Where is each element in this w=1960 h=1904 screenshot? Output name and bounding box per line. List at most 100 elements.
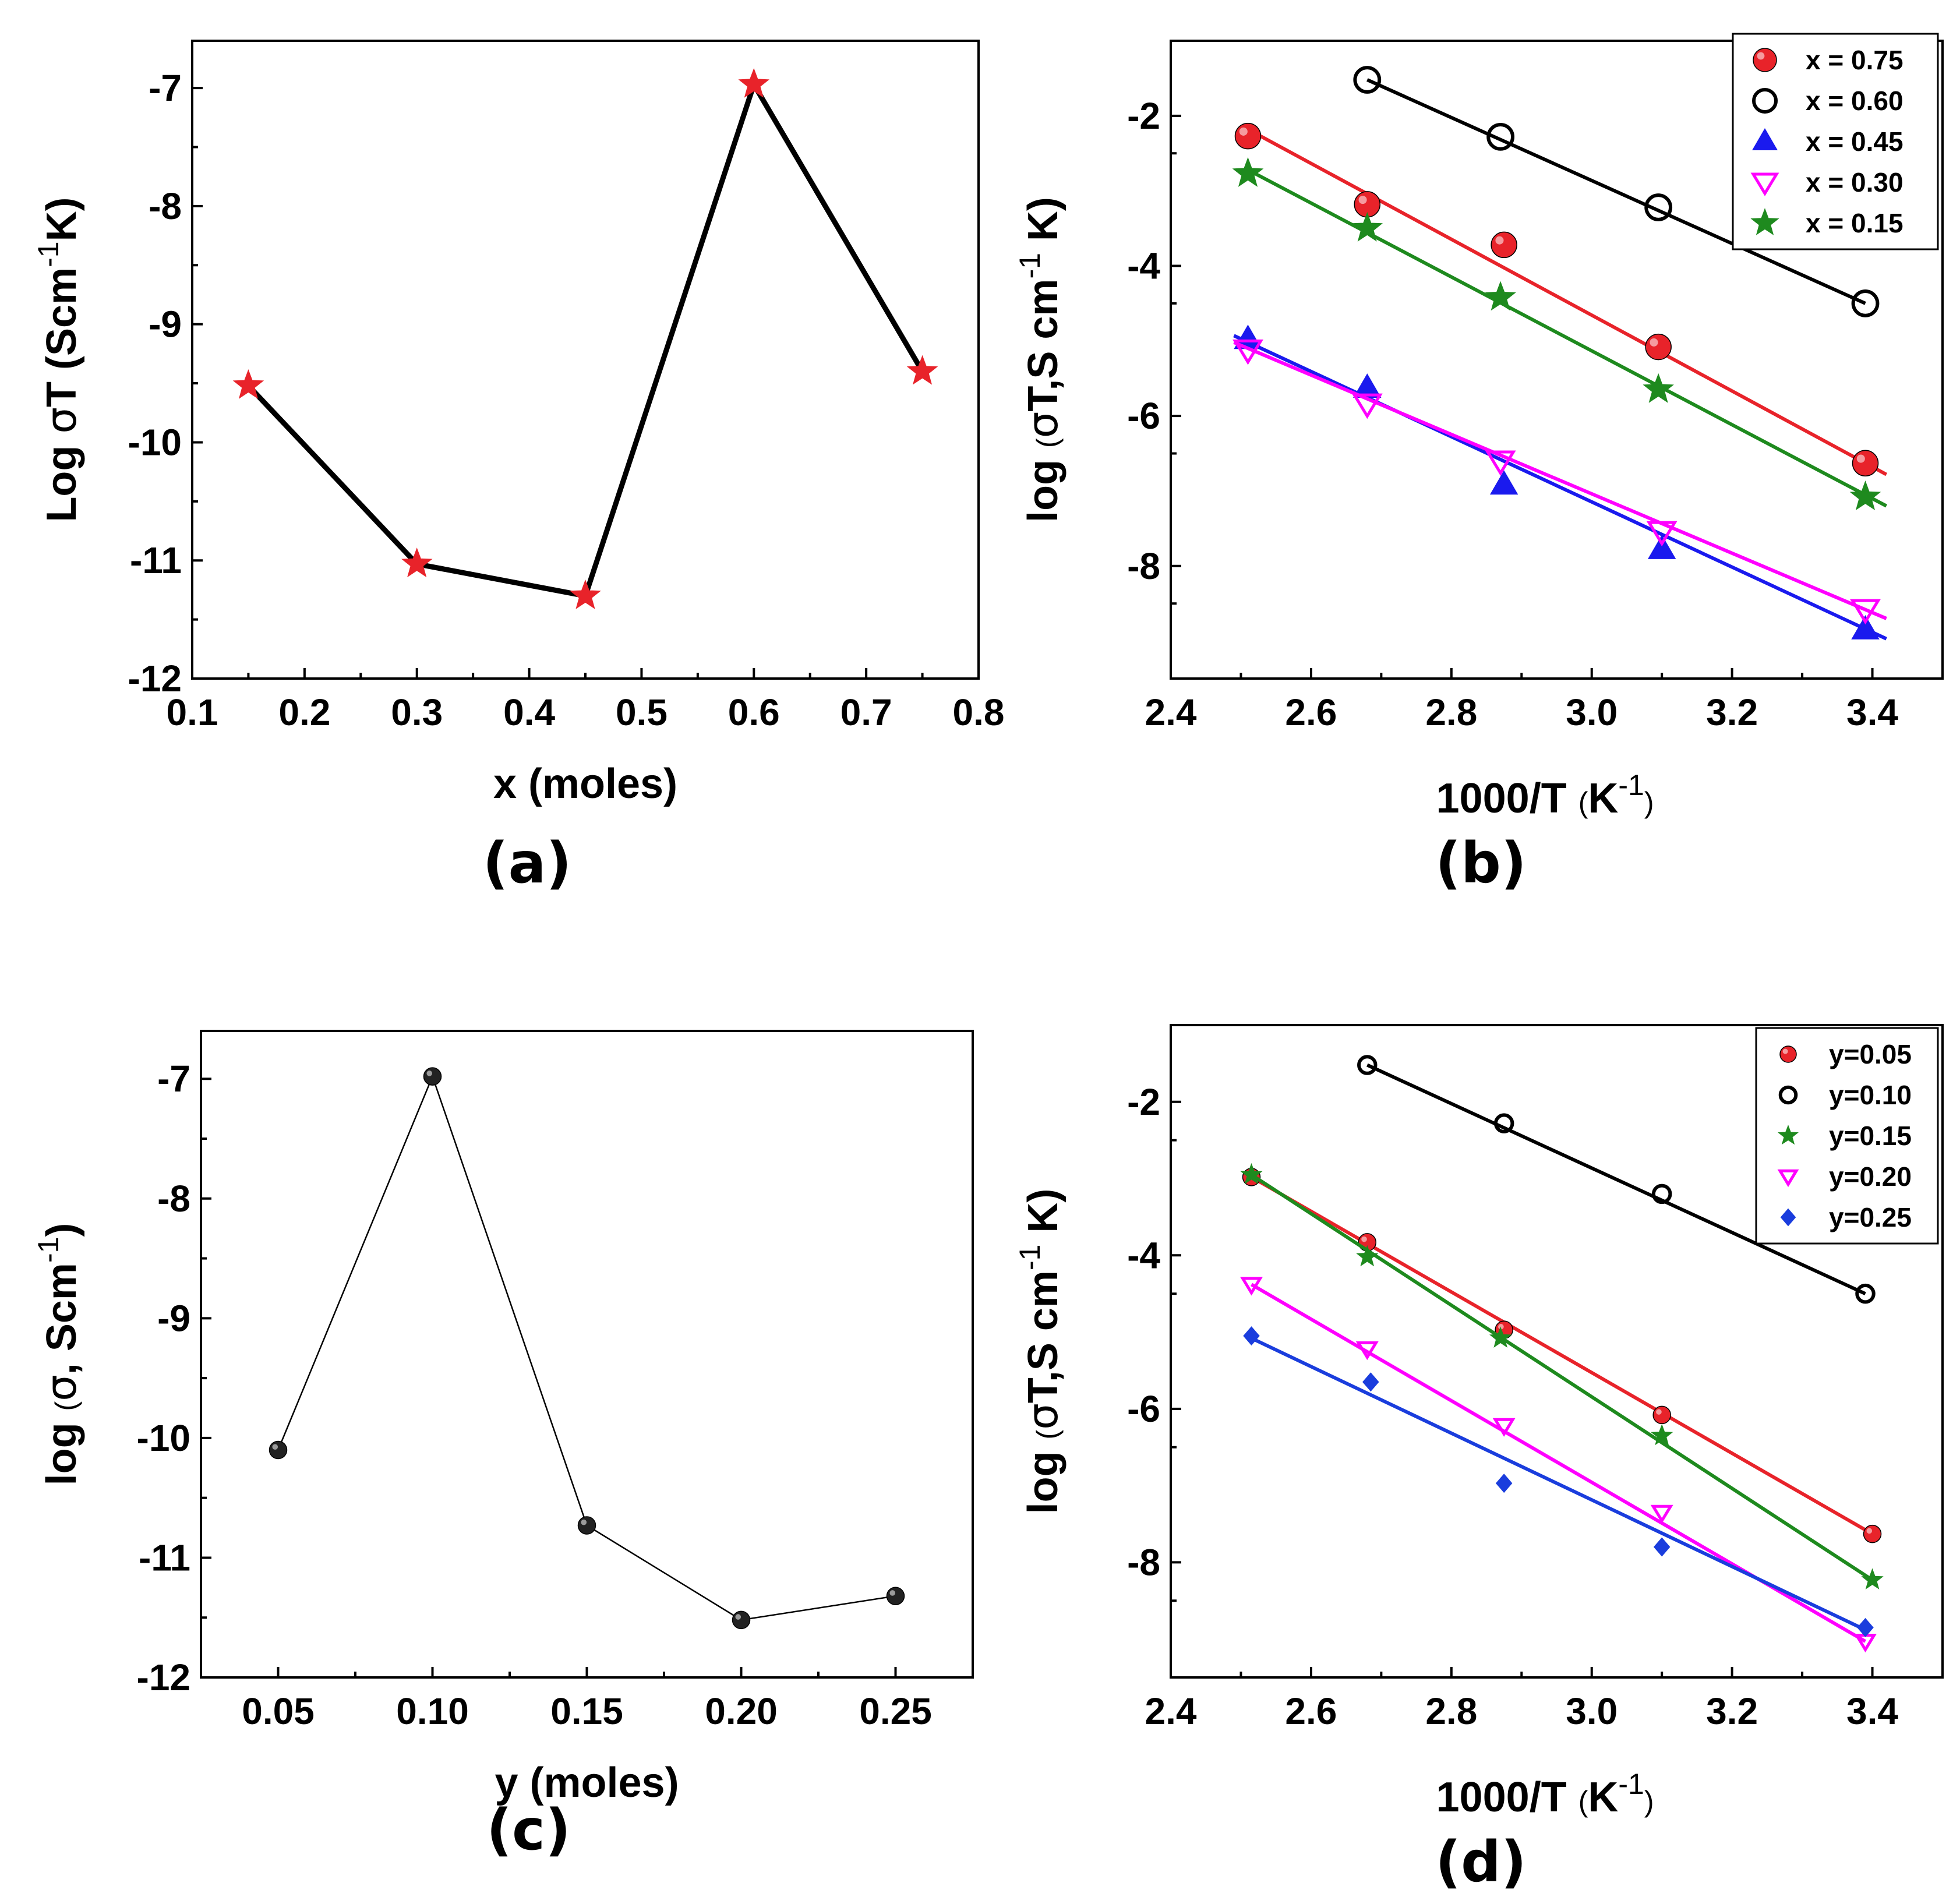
- y-tick-label: -8: [1127, 1541, 1160, 1583]
- data-point: [1353, 373, 1382, 398]
- data-point: [232, 369, 264, 399]
- series-2: [1240, 1163, 1884, 1589]
- x-tick-label: 0.15: [550, 1690, 623, 1732]
- chart-panel-b: 2.4 2.6 2.8 3.0 3.2 3.4-8-6-4-2x = 0.75x = 0.…: [1013, 33, 1944, 896]
- panel-label: (a): [483, 831, 572, 896]
- x-axis-label: y (moles): [495, 1760, 679, 1806]
- y-axis-label-pre: log: [1020, 1439, 1066, 1514]
- data-point: [570, 579, 601, 609]
- series-4: [1243, 1326, 1874, 1637]
- fit-line: [1233, 341, 1887, 620]
- y-axis-label-mid: T (Scm: [38, 267, 85, 407]
- x-axis-label-sup: -1: [1618, 769, 1644, 801]
- x-tick-label: 0.4: [503, 691, 555, 733]
- y-axis-label-sigma: σ: [37, 407, 86, 434]
- y-tick-label: -8: [1127, 545, 1160, 587]
- fit-line: [1366, 78, 1866, 305]
- legend-marker: [1750, 172, 1779, 196]
- data-point-highlight: [581, 1519, 587, 1525]
- data-point-highlight: [1495, 236, 1504, 245]
- data-point: [1353, 66, 1382, 94]
- legend-label: x = 0.30: [1806, 167, 1904, 197]
- legend-label: x = 0.15: [1806, 208, 1904, 238]
- legend-marker-highlight: [1757, 52, 1765, 60]
- legend-label: x = 0.60: [1806, 86, 1904, 116]
- x-axis-label: x (moles): [493, 761, 677, 807]
- data-point: [1850, 599, 1881, 625]
- x-tick-label: 0.10: [396, 1690, 469, 1732]
- x-tick-label: 3.0: [1566, 1690, 1618, 1732]
- y-axis-label: log (σT,S cm-1 K): [1013, 197, 1067, 522]
- x-axis-label-paren-close: ): [1644, 786, 1654, 819]
- data-point: [1486, 122, 1515, 151]
- data-point-highlight: [1498, 1324, 1504, 1330]
- y-axis-label-pre: Log: [38, 434, 85, 522]
- fit-line: [1251, 1175, 1874, 1536]
- series-3: [1240, 1277, 1877, 1653]
- legend-label: x = 0.45: [1806, 126, 1904, 157]
- data-point: [1362, 1372, 1379, 1392]
- data-point: [1485, 281, 1516, 311]
- data-point: [1243, 1326, 1260, 1346]
- x-tick-label: 3.4: [1846, 691, 1898, 733]
- legend-marker: [1752, 128, 1778, 150]
- data-point: [732, 1610, 751, 1630]
- y-axis-label-mid: T,S cm: [1020, 1270, 1066, 1403]
- data-point: [1491, 231, 1517, 259]
- legend-marker: [1777, 1169, 1799, 1188]
- y-axis-label-pre: log: [38, 1411, 85, 1485]
- data-point: [1493, 1113, 1514, 1133]
- data-point: [1234, 324, 1262, 349]
- data-point: [1485, 450, 1516, 476]
- x-tick-label: 3.0: [1566, 691, 1618, 733]
- y-tick-label: -11: [130, 539, 182, 581]
- series-line: [277, 1074, 896, 1621]
- y-tick-label: -11: [139, 1536, 190, 1578]
- y-axis-label: Log σT (Scm-1K): [32, 197, 86, 522]
- data-point-body: [1863, 1524, 1882, 1543]
- y-axis-label-sigma: σ: [37, 1375, 86, 1401]
- data-point: [1489, 470, 1518, 495]
- data-point: [1645, 333, 1672, 361]
- data-point: [1863, 1524, 1882, 1543]
- y-tick-label: -7: [149, 67, 182, 109]
- data-point: [1643, 373, 1674, 403]
- data-point: [1652, 1405, 1671, 1425]
- x-tick-label: 2.4: [1145, 1690, 1197, 1732]
- x-tick-label: 2.6: [1285, 691, 1337, 733]
- y-tick-label: -6: [1127, 1388, 1160, 1430]
- data-point-highlight: [272, 1444, 278, 1450]
- x-tick-label: 0.3: [391, 691, 443, 733]
- data-point: [1647, 535, 1676, 559]
- y-axis-label-paren: (: [1031, 1429, 1064, 1439]
- data-point: [1650, 1504, 1673, 1524]
- series-3: [1232, 339, 1887, 625]
- x-axis-label-unit: K: [1588, 1774, 1618, 1821]
- x-tick-label: 0.1: [167, 691, 218, 733]
- data-point-highlight: [1358, 196, 1367, 204]
- x-axis-label: 1000/T (K-1): [1436, 1768, 1654, 1821]
- x-tick-label: 2.4: [1145, 691, 1197, 733]
- chart-panel-a: 0.1 0.2 0.3 0.4 0.5 0.6 0.7 0.8 -12 -11 -10 -9 -8 -7 x…: [32, 40, 1004, 896]
- x-tick-label: 2.8: [1425, 1690, 1477, 1732]
- data-point: [1651, 1184, 1672, 1204]
- legend-marker: [1750, 208, 1779, 235]
- data-point-highlight: [1866, 1528, 1873, 1534]
- data-point: [1492, 1418, 1516, 1437]
- y-axis-label-sup: -1: [32, 1237, 65, 1263]
- x-tick-label: 2.6: [1285, 1690, 1337, 1732]
- series-1: [1357, 1055, 1876, 1304]
- x-axis-label-unit: K: [1588, 775, 1618, 822]
- series-4: [1232, 157, 1888, 511]
- data-point: [1855, 1283, 1876, 1304]
- data-point: [1857, 1617, 1874, 1637]
- data-point: [1851, 614, 1880, 640]
- legend-marker-body: [1753, 48, 1777, 72]
- fit-line: [1250, 1173, 1874, 1582]
- chart-panel-d: 2.4 2.6 2.8 3.0 3.2 3.4-8-6-4-2y=0.05y=0.10y=…: [1013, 1024, 1944, 1895]
- y-axis-label: log (σT,S cm-1 K): [1013, 1189, 1067, 1514]
- y-axis-label: log (σ, Scm-1): [32, 1223, 86, 1486]
- y-tick-label: -10: [137, 1417, 191, 1459]
- legend-marker-body: [1779, 1045, 1797, 1063]
